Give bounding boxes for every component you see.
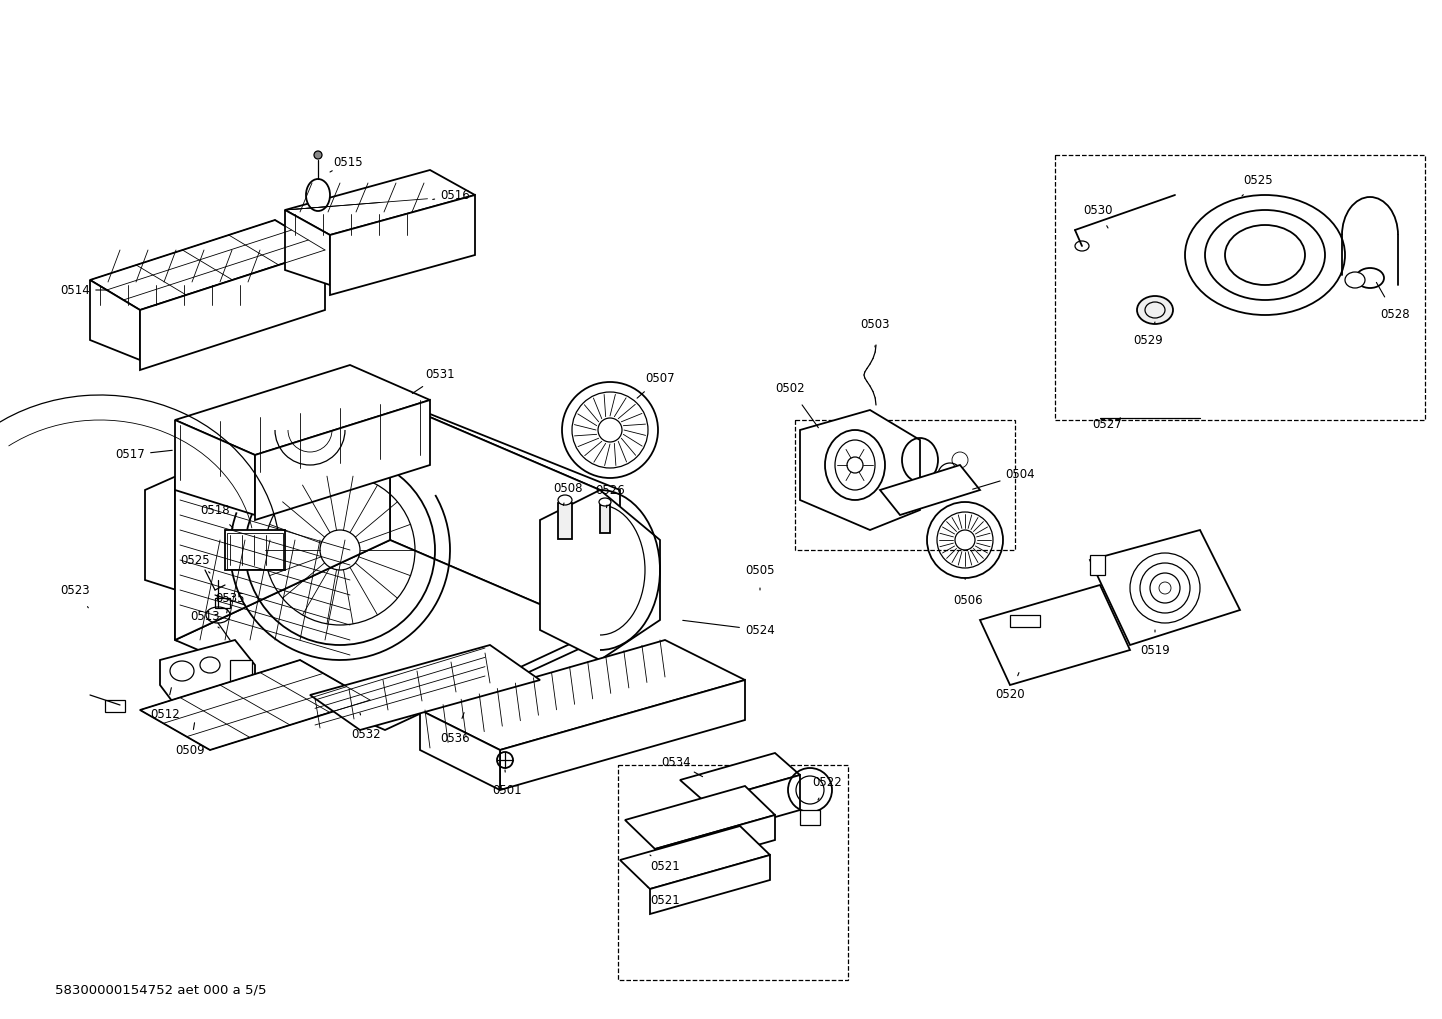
Polygon shape	[174, 365, 430, 455]
Ellipse shape	[1345, 272, 1366, 288]
Text: 0518: 0518	[200, 503, 229, 517]
Text: 0535: 0535	[215, 591, 245, 604]
Polygon shape	[624, 786, 774, 849]
Polygon shape	[89, 220, 324, 310]
Bar	[1056, 155, 1425, 420]
Text: 58300000154752 aet 000 a 5/5: 58300000154752 aet 000 a 5/5	[55, 983, 267, 997]
Bar	[795, 420, 1015, 550]
Polygon shape	[1090, 530, 1240, 645]
Text: 0504: 0504	[1005, 469, 1035, 482]
Polygon shape	[681, 753, 800, 802]
Polygon shape	[286, 170, 474, 235]
Polygon shape	[800, 410, 920, 530]
Polygon shape	[160, 640, 255, 705]
Text: 0507: 0507	[645, 372, 675, 384]
Ellipse shape	[314, 151, 322, 159]
Polygon shape	[539, 490, 660, 660]
Bar	[231, 660, 252, 685]
Polygon shape	[420, 710, 500, 790]
Text: 0501: 0501	[492, 784, 522, 797]
Text: 0529: 0529	[1133, 333, 1162, 346]
Polygon shape	[880, 465, 981, 515]
Text: 0521: 0521	[650, 860, 679, 873]
Polygon shape	[620, 826, 770, 889]
Bar	[226, 533, 283, 569]
Polygon shape	[174, 400, 389, 640]
Polygon shape	[140, 660, 371, 750]
Polygon shape	[140, 250, 324, 370]
Text: 0527: 0527	[1092, 419, 1122, 431]
Text: 0513: 0513	[190, 610, 219, 624]
Bar	[105, 700, 125, 712]
Ellipse shape	[1136, 296, 1172, 324]
Bar	[215, 598, 231, 608]
Polygon shape	[255, 400, 430, 520]
Ellipse shape	[598, 498, 611, 506]
Text: 0520: 0520	[995, 689, 1025, 701]
Polygon shape	[705, 775, 800, 837]
Ellipse shape	[1074, 242, 1089, 251]
Text: 0519: 0519	[1141, 644, 1169, 656]
Text: 0528: 0528	[1380, 309, 1410, 322]
Text: 0508: 0508	[554, 482, 583, 494]
Polygon shape	[981, 585, 1131, 685]
Text: 0530: 0530	[1083, 204, 1113, 216]
Bar	[1090, 555, 1105, 575]
Polygon shape	[310, 645, 539, 730]
Text: 0522: 0522	[812, 775, 842, 789]
Text: 0502: 0502	[776, 381, 805, 394]
Ellipse shape	[170, 661, 195, 681]
Polygon shape	[89, 280, 140, 360]
Polygon shape	[330, 195, 474, 294]
Polygon shape	[500, 680, 746, 790]
Text: 0515: 0515	[333, 156, 363, 168]
Text: 0526: 0526	[596, 483, 624, 496]
Polygon shape	[655, 815, 774, 874]
Text: 0503: 0503	[861, 319, 890, 331]
Text: 0521: 0521	[650, 894, 679, 907]
Polygon shape	[174, 400, 600, 560]
Bar	[225, 530, 286, 570]
Polygon shape	[146, 390, 620, 690]
Polygon shape	[174, 420, 255, 515]
Polygon shape	[174, 560, 365, 700]
Ellipse shape	[200, 657, 221, 673]
Ellipse shape	[1355, 268, 1384, 288]
Text: 0512: 0512	[150, 708, 180, 721]
Text: 0506: 0506	[953, 593, 983, 606]
Text: 0505: 0505	[746, 564, 774, 577]
Text: 0523: 0523	[61, 584, 89, 596]
Text: 0531: 0531	[425, 369, 454, 381]
Text: 0525: 0525	[180, 553, 211, 567]
Bar	[600, 505, 610, 533]
Ellipse shape	[306, 179, 330, 211]
Text: 0514: 0514	[61, 283, 89, 297]
Text: 0534: 0534	[662, 755, 691, 768]
Ellipse shape	[558, 495, 572, 505]
Polygon shape	[174, 540, 600, 730]
Bar	[800, 810, 820, 825]
Polygon shape	[650, 855, 770, 914]
Polygon shape	[389, 400, 600, 630]
Text: 0532: 0532	[352, 729, 381, 742]
Polygon shape	[420, 640, 746, 750]
Text: 0516: 0516	[440, 189, 470, 202]
Bar	[1009, 615, 1040, 627]
Polygon shape	[286, 210, 330, 285]
Text: 0517: 0517	[115, 448, 144, 462]
Text: 0524: 0524	[746, 624, 774, 637]
Text: 0509: 0509	[174, 744, 205, 756]
Text: 0525: 0525	[1243, 173, 1273, 186]
Text: 0536: 0536	[440, 732, 470, 745]
Bar	[558, 503, 572, 539]
Bar	[619, 765, 848, 980]
